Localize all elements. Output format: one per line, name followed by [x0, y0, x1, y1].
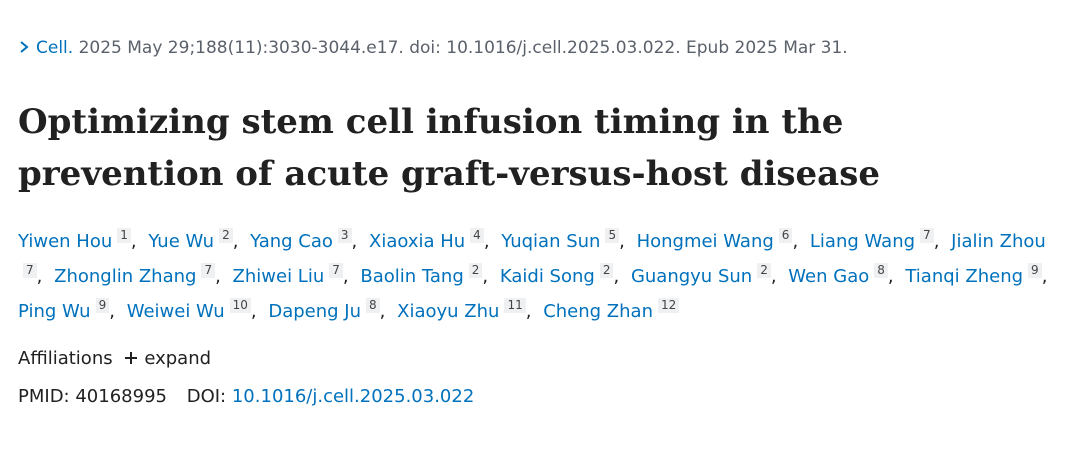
author-name[interactable]: Tianqi Zheng: [905, 266, 1024, 287]
author-separator: ,: [342, 266, 349, 287]
author-name[interactable]: Yiwen Hou: [18, 231, 113, 252]
author-separator: ,: [109, 301, 115, 322]
chevron-icon: [20, 41, 29, 53]
author-name[interactable]: Ping Wu: [18, 301, 91, 322]
author-name[interactable]: Xiaoxia Hu: [369, 231, 466, 252]
author-separator: ,: [770, 266, 777, 287]
author-separator: ,: [483, 231, 490, 252]
affiliation-number[interactable]: 8: [874, 263, 888, 278]
author-name[interactable]: Jialin Zhou: [951, 231, 1046, 252]
author-separator: ,: [36, 266, 43, 287]
pmid-label: PMID:: [18, 386, 70, 407]
identifiers: PMID: 40168995 DOI: 10.1016/j.cell.2025.…: [18, 386, 474, 407]
affiliation-number[interactable]: 12: [658, 298, 680, 313]
author-list: Yiwen Hou 1, Yue Wu 2, Yang Cao 3, Xiaoxia …: [18, 224, 1058, 329]
author-separator: ,: [232, 231, 239, 252]
affiliation-number[interactable]: 6: [778, 228, 793, 243]
expand-button[interactable]: expand: [124, 348, 211, 369]
author-separator: ,: [792, 231, 799, 252]
affiliations: Affiliations expand: [18, 348, 211, 369]
affiliation-number[interactable]: 7: [23, 263, 37, 278]
expand-label: expand: [144, 348, 212, 369]
author-name[interactable]: Baolin Tang: [360, 266, 464, 287]
author-name[interactable]: Yue Wu: [148, 231, 215, 252]
affiliations-label: Affiliations: [18, 348, 113, 369]
affiliation-number[interactable]: 9: [1028, 263, 1042, 278]
affiliation-number[interactable]: 5: [605, 228, 620, 243]
affiliation-number[interactable]: 10: [229, 298, 251, 313]
author-separator: ,: [525, 301, 532, 322]
affiliation-number[interactable]: 9: [95, 298, 110, 313]
affiliation-number[interactable]: 7: [201, 263, 216, 278]
journal-link[interactable]: Cell.: [36, 38, 74, 58]
author-separator: ,: [215, 266, 221, 287]
affiliation-number[interactable]: 7: [329, 263, 343, 278]
author-name[interactable]: Xiaoyu Zhu: [397, 301, 500, 322]
author-name[interactable]: Dapeng Ju: [268, 301, 362, 322]
author-name[interactable]: Wen Gao: [788, 266, 870, 287]
author-separator: ,: [613, 266, 620, 287]
affiliation-number[interactable]: 2: [468, 263, 483, 278]
article-title: Optimizing stem cell infusion timing in …: [18, 102, 880, 194]
affiliation-number[interactable]: 2: [219, 228, 233, 243]
author-separator: ,: [250, 301, 257, 322]
author-separator: ,: [619, 231, 625, 252]
author-name[interactable]: Guangyu Sun: [630, 266, 753, 287]
affiliation-number[interactable]: 11: [504, 298, 526, 313]
citation-details: 2025 May 29;188(11):3030-3044.e17. doi: …: [78, 38, 848, 58]
doi-link[interactable]: 10.1016/j.cell.2025.03.022: [231, 386, 475, 407]
author-separator: ,: [1041, 266, 1048, 287]
affiliation-number[interactable]: 1: [117, 228, 131, 243]
citation: Cell. 2025 May 29;188(11):3030-3044.e17.…: [18, 38, 848, 58]
author-name[interactable]: Zhiwei Liu: [232, 266, 325, 287]
pmid: 40168995: [75, 386, 167, 407]
author-separator: ,: [379, 301, 386, 322]
author-separator: ,: [887, 266, 894, 287]
author-name[interactable]: Hongmei Wang: [636, 231, 774, 252]
author-name[interactable]: Zhonglin Zhang: [54, 266, 197, 287]
affiliation-number[interactable]: 7: [920, 228, 934, 243]
author-name[interactable]: Weiwei Wu: [126, 301, 225, 322]
author-name[interactable]: Yang Cao: [250, 231, 333, 252]
author-name[interactable]: Liang Wang: [809, 231, 916, 252]
plus-icon: [125, 352, 138, 364]
affiliation-number[interactable]: 8: [366, 298, 380, 313]
affiliation-number[interactable]: 2: [757, 263, 771, 278]
author-name[interactable]: Cheng Zhan: [543, 301, 653, 322]
author-name[interactable]: Yuqian Sun: [501, 231, 601, 252]
author-separator: ,: [351, 231, 358, 252]
affiliation-number[interactable]: 2: [599, 263, 614, 278]
author-separator: ,: [130, 231, 137, 252]
affiliation-number[interactable]: 3: [337, 228, 352, 243]
affiliation-number[interactable]: 4: [470, 228, 484, 243]
author-separator: ,: [482, 266, 489, 287]
doi-label: DOI:: [186, 386, 227, 407]
author-separator: ,: [933, 231, 940, 252]
author-name[interactable]: Kaidi Song: [499, 266, 595, 287]
